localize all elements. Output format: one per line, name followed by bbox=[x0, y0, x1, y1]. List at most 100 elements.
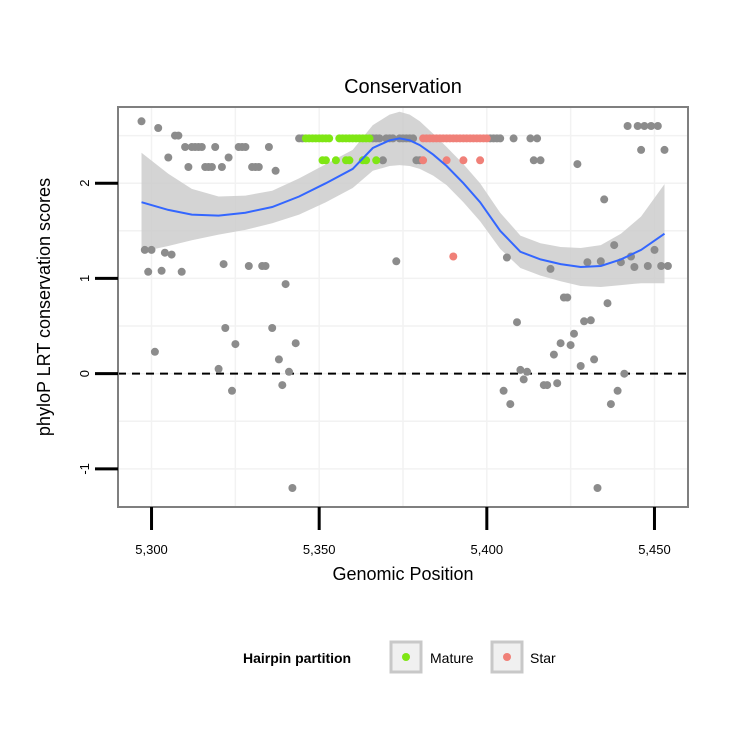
data-point-other bbox=[580, 317, 589, 326]
data-point-other bbox=[264, 143, 273, 151]
data-point-other bbox=[657, 262, 666, 270]
data-point-other bbox=[573, 160, 582, 169]
data-point-other bbox=[549, 350, 558, 359]
y-tick-label: 1 bbox=[77, 275, 92, 282]
legend-marker-mature bbox=[402, 653, 410, 661]
data-point-other bbox=[593, 484, 602, 492]
x-tick-label: 5,450 bbox=[638, 542, 671, 557]
data-point-other bbox=[281, 280, 290, 289]
data-point-other bbox=[509, 134, 518, 143]
data-point-other bbox=[637, 145, 646, 154]
data-point-other bbox=[217, 163, 226, 171]
data-point-other bbox=[583, 258, 592, 267]
data-point-other bbox=[278, 381, 287, 390]
data-point-other bbox=[174, 131, 183, 140]
data-point-other bbox=[164, 153, 173, 162]
data-point-other bbox=[157, 266, 166, 275]
data-point-other bbox=[167, 250, 176, 259]
y-tick-label: -1 bbox=[77, 463, 92, 475]
y-axis-title: phyloP LRT conservation scores bbox=[34, 178, 54, 436]
data-point-mature bbox=[325, 134, 334, 143]
data-point-other bbox=[160, 248, 169, 257]
data-point-other bbox=[643, 262, 652, 270]
data-point-star bbox=[419, 156, 428, 165]
data-point-other bbox=[231, 340, 240, 349]
data-point-other bbox=[650, 245, 659, 254]
data-point-other bbox=[285, 367, 293, 376]
plot-panel bbox=[117, 106, 689, 508]
legend-marker-star bbox=[503, 653, 511, 661]
data-point-other bbox=[197, 143, 206, 151]
data-point-other bbox=[177, 267, 186, 276]
data-point-other bbox=[184, 163, 193, 171]
data-point-other bbox=[207, 163, 216, 171]
data-point-other bbox=[154, 124, 163, 132]
data-point-mature bbox=[372, 156, 381, 165]
data-point-other bbox=[553, 379, 562, 388]
data-point-other bbox=[274, 355, 283, 364]
data-point-other bbox=[268, 324, 277, 332]
data-point-other bbox=[375, 134, 384, 143]
data-point-other bbox=[590, 355, 599, 364]
data-point-other bbox=[228, 386, 236, 395]
y-axis: -1 0 1 2 bbox=[77, 180, 118, 475]
data-point-other bbox=[392, 257, 401, 266]
data-point-other bbox=[566, 341, 575, 350]
data-point-other bbox=[147, 245, 156, 254]
x-tick-label: 5,350 bbox=[303, 542, 336, 557]
data-point-mature bbox=[345, 156, 354, 165]
legend: Hairpin partition Mature Star bbox=[243, 640, 556, 674]
data-point-other bbox=[533, 134, 542, 143]
data-point-other bbox=[219, 260, 228, 269]
x-tick-label: 5,300 bbox=[135, 542, 168, 557]
data-point-other bbox=[244, 262, 253, 270]
data-point-other bbox=[291, 339, 300, 348]
y-tick-label: 0 bbox=[77, 370, 92, 377]
data-point-other bbox=[600, 195, 609, 204]
data-point-other bbox=[603, 299, 612, 308]
data-point-other bbox=[526, 134, 535, 143]
data-point-other bbox=[543, 381, 552, 390]
data-point-other bbox=[623, 122, 632, 130]
data-point-other bbox=[586, 316, 595, 325]
data-point-other bbox=[224, 153, 233, 162]
data-point-other bbox=[613, 386, 622, 395]
data-point-star bbox=[442, 156, 451, 165]
smooth-trend-line bbox=[141, 137, 666, 269]
legend-item-star: Star bbox=[490, 640, 556, 674]
data-point-other bbox=[630, 263, 639, 271]
data-point-other bbox=[499, 386, 508, 395]
data-point-other bbox=[576, 362, 585, 370]
data-point-other bbox=[653, 122, 662, 130]
data-point-other bbox=[181, 143, 190, 151]
data-point-other bbox=[241, 143, 250, 151]
data-point-other bbox=[271, 166, 280, 175]
data-point-other bbox=[633, 122, 642, 130]
data-point-other bbox=[640, 122, 649, 130]
data-point-other bbox=[606, 400, 615, 409]
data-point-other bbox=[502, 253, 511, 262]
chart-title: Conservation bbox=[344, 76, 462, 98]
data-point-star bbox=[459, 156, 468, 165]
data-point-other bbox=[211, 143, 220, 151]
data-point-other bbox=[140, 245, 149, 254]
data-point-other bbox=[506, 400, 515, 409]
data-point-other bbox=[570, 329, 578, 338]
x-tick-label: 5,400 bbox=[471, 542, 504, 557]
data-point-other bbox=[647, 122, 656, 130]
data-point-other bbox=[378, 156, 387, 165]
x-axis: 5,300 5,350 5,400 5,450 bbox=[135, 507, 671, 557]
x-axis-title: Genomic Position bbox=[332, 564, 473, 584]
legend-label-mature: Mature bbox=[430, 650, 474, 666]
data-point-other bbox=[610, 241, 619, 250]
data-point-other bbox=[254, 163, 263, 171]
data-point-other bbox=[660, 145, 669, 154]
data-point-other bbox=[523, 367, 532, 376]
data-point-other bbox=[261, 262, 270, 270]
data-point-other bbox=[519, 375, 528, 384]
data-point-other bbox=[150, 347, 159, 356]
legend-label-star: Star bbox=[530, 650, 556, 666]
data-point-other bbox=[663, 262, 672, 270]
data-point-mature bbox=[365, 134, 374, 143]
